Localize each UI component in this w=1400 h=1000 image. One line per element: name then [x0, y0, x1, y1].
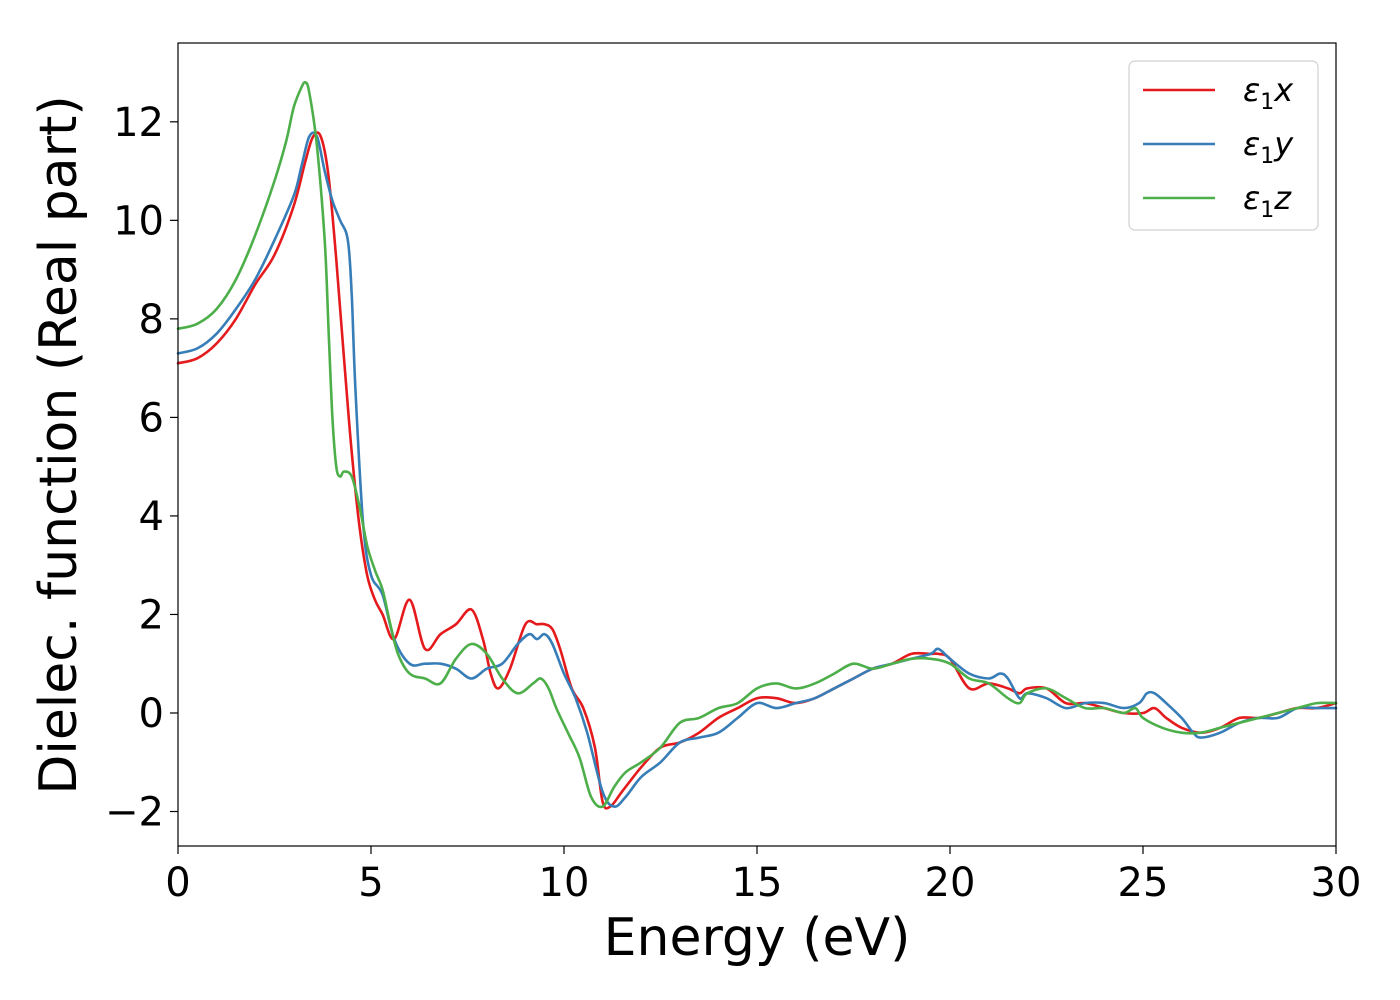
y-tick-label: 12 [113, 100, 164, 146]
legend: ε1x ε1y ε1z [1128, 60, 1319, 231]
series-layer [176, 80, 1338, 810]
x-tick-label: 10 [539, 860, 590, 906]
x-axis-title: Energy (eV) [604, 908, 911, 968]
x-tick-label: 30 [1311, 860, 1362, 906]
y-tick-label: 10 [113, 198, 164, 244]
y-tick-label: 4 [139, 494, 164, 540]
y-tick-label: 2 [139, 592, 164, 638]
y-axis: −2 0 2 4 6 8 10 12 [105, 100, 178, 836]
series-line-z [176, 80, 1338, 809]
y-tick-label: −2 [105, 790, 164, 836]
x-tick-label: 0 [165, 860, 190, 906]
y-tick-label: 8 [139, 297, 164, 343]
y-axis-title: Dielec. function (Real part) [29, 95, 89, 794]
x-tick-label: 15 [732, 860, 783, 906]
series-line-y [176, 131, 1338, 808]
x-tick-label: 25 [1118, 860, 1169, 906]
legend-label-y: ε1y [1243, 125, 1294, 169]
legend-label-x: ε1x [1243, 71, 1294, 115]
y-tick-label: 0 [139, 691, 164, 737]
x-tick-label: 20 [925, 860, 976, 906]
x-tick-label: 5 [358, 860, 383, 906]
legend-label-z: ε1z [1243, 179, 1292, 223]
legend-box [1128, 60, 1319, 231]
y-tick-label: 6 [139, 395, 164, 441]
x-axis: 0 5 10 15 20 25 30 [165, 846, 1361, 906]
